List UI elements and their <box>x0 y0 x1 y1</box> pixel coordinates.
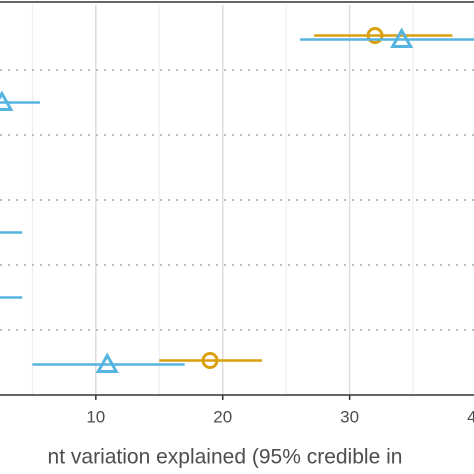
x-tick-label: 30 <box>340 407 359 426</box>
point <box>390 27 414 48</box>
x-axis-title: nt variation explained (95% credible in <box>48 446 403 469</box>
grid: 10 20 30 40 <box>0 1 474 426</box>
point <box>95 352 119 373</box>
x-tick-label: 40 <box>467 407 474 426</box>
point <box>366 27 384 44</box>
x-tick-label: 10 <box>86 407 105 426</box>
point <box>0 90 14 111</box>
point <box>201 352 219 369</box>
marks <box>0 27 474 373</box>
x-tick-label: 20 <box>213 407 232 426</box>
